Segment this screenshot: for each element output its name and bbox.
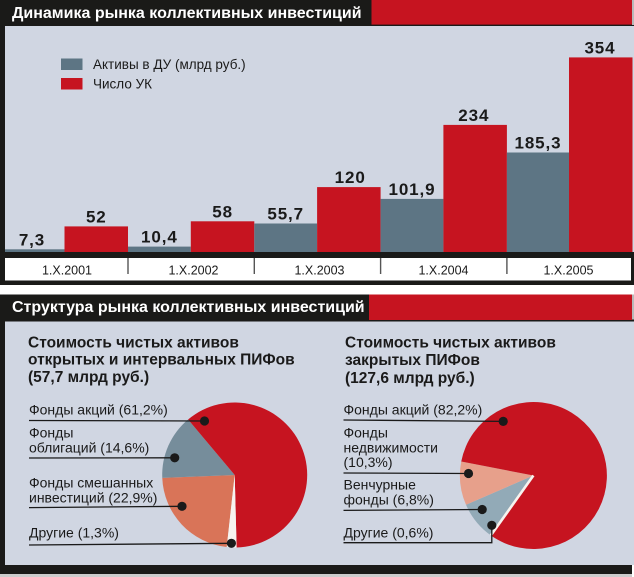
svg-text:(57,7 млрд руб.): (57,7 млрд руб.) <box>28 369 149 386</box>
svg-text:облигаций (14,6%): облигаций (14,6%) <box>29 439 149 455</box>
svg-text:7,3: 7,3 <box>19 230 45 249</box>
svg-text:Фонды: Фонды <box>29 425 73 441</box>
svg-text:1.X.2004: 1.X.2004 <box>418 264 468 278</box>
svg-text:(127,6 млрд руб.): (127,6 млрд руб.) <box>345 370 475 387</box>
svg-text:55,7: 55,7 <box>267 205 304 224</box>
svg-text:101,9: 101,9 <box>388 180 435 199</box>
svg-text:Структура рынка коллективных и: Структура рынка коллективных инвестиций <box>12 299 365 316</box>
svg-text:недвижимости: недвижимости <box>344 439 438 455</box>
svg-text:(10,3%): (10,3%) <box>344 454 393 470</box>
svg-text:10,4: 10,4 <box>141 228 178 247</box>
svg-text:Другие (0,6%): Другие (0,6%) <box>344 525 434 541</box>
svg-text:1.X.2002: 1.X.2002 <box>168 264 218 278</box>
svg-text:354: 354 <box>584 38 615 57</box>
svg-text:52: 52 <box>86 207 107 226</box>
svg-text:1.X.2003: 1.X.2003 <box>294 264 344 278</box>
svg-text:Активы в ДУ (млрд руб.): Активы в ДУ (млрд руб.) <box>93 57 246 72</box>
svg-text:открытых и интервальных ПИФов: открытых и интервальных ПИФов <box>28 352 295 369</box>
svg-text:инвестиций (22,9%): инвестиций (22,9%) <box>29 489 157 505</box>
svg-text:Венчурные: Венчурные <box>344 477 417 493</box>
svg-text:120: 120 <box>335 168 366 187</box>
svg-text:Фонды: Фонды <box>344 425 388 441</box>
svg-text:Стоимость чистых активов: Стоимость чистых активов <box>28 334 239 351</box>
svg-text:Динамика рынка коллективных ин: Динамика рынка коллективных инвестиций <box>12 5 362 22</box>
svg-text:Фонды смешанных: Фонды смешанных <box>29 475 153 491</box>
svg-text:Число УК: Число УК <box>93 77 152 92</box>
svg-text:Другие (1,3%): Другие (1,3%) <box>29 525 119 541</box>
svg-text:Фонды акций (61,2%): Фонды акций (61,2%) <box>29 402 168 418</box>
svg-text:фонды (6,8%): фонды (6,8%) <box>344 491 434 507</box>
svg-text:1.X.2001: 1.X.2001 <box>42 264 92 278</box>
svg-text:1.X.2005: 1.X.2005 <box>543 264 593 278</box>
svg-text:185,3: 185,3 <box>514 134 561 153</box>
svg-text:Стоимость чистых активов: Стоимость чистых активов <box>345 335 556 352</box>
svg-text:закрытых ПИФов: закрытых ПИФов <box>345 352 480 369</box>
svg-text:Фонды акций (82,2%): Фонды акций (82,2%) <box>344 402 483 418</box>
svg-text:234: 234 <box>458 106 489 125</box>
svg-text:58: 58 <box>212 202 233 221</box>
